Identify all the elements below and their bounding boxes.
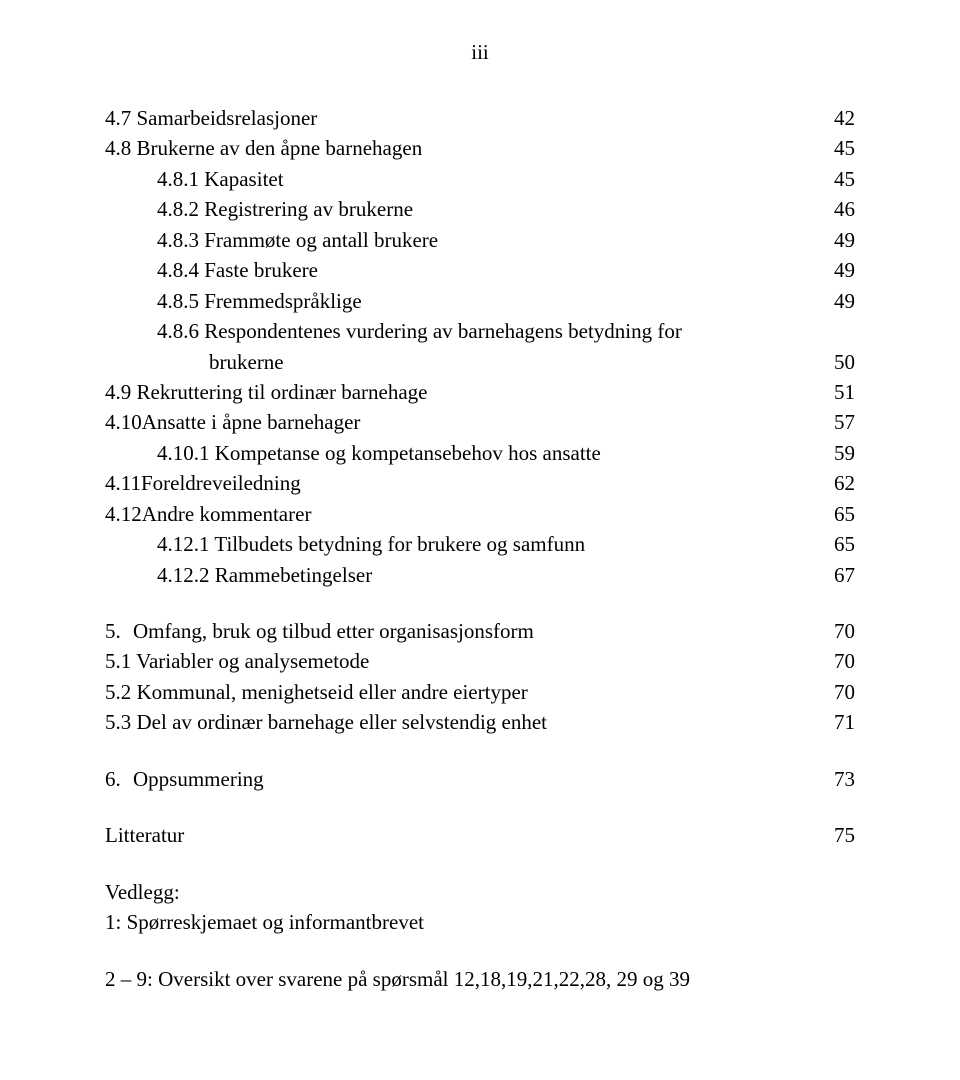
toc-entry-page: 42 bbox=[825, 103, 855, 133]
toc-entries-block: 4.7 Samarbeidsrelasjoner424.8 Brukerne a… bbox=[105, 103, 855, 590]
toc-entry-label: 4.11Foreldreveiledning bbox=[105, 468, 825, 498]
toc-entry: 4.8.6 Respondentenes vurdering av barneh… bbox=[105, 316, 855, 346]
toc-entry: 5.2 Kommunal, menighetseid eller andre e… bbox=[105, 677, 855, 707]
toc-entry-page: 62 bbox=[825, 468, 855, 498]
toc-entry: 4.12.2 Rammebetingelser67 bbox=[105, 560, 855, 590]
toc-entry: 4.8.2 Registrering av brukerne46 bbox=[105, 194, 855, 224]
table-of-contents: 4.7 Samarbeidsrelasjoner424.8 Brukerne a… bbox=[105, 103, 855, 994]
section-title: Omfang, bruk og tilbud etter organisasjo… bbox=[133, 616, 825, 646]
toc-entry-label: 5.3 Del av ordinær barnehage eller selvs… bbox=[105, 707, 825, 737]
toc-entry: 5.1 Variabler og analysemetode70 bbox=[105, 646, 855, 676]
vedlegg-heading: Vedlegg: bbox=[105, 877, 855, 907]
toc-entry-label: 5.2 Kommunal, menighetseid eller andre e… bbox=[105, 677, 825, 707]
toc-entry: 5.3 Del av ordinær barnehage eller selvs… bbox=[105, 707, 855, 737]
toc-entry: 4.7 Samarbeidsrelasjoner42 bbox=[105, 103, 855, 133]
toc-entry-page: 51 bbox=[825, 377, 855, 407]
toc-entry-page: 49 bbox=[825, 255, 855, 285]
toc-entry-page: 59 bbox=[825, 438, 855, 468]
toc-entry-page: 70 bbox=[825, 646, 855, 676]
toc-entry-page: 71 bbox=[825, 707, 855, 737]
toc-entry-wrap: brukerne50 bbox=[105, 347, 855, 377]
toc-entry-page: 50 bbox=[825, 347, 855, 377]
toc-entry: 4.8.3 Frammøte og antall brukere49 bbox=[105, 225, 855, 255]
toc-entry-label: 4.8 Brukerne av den åpne barnehagen bbox=[105, 133, 825, 163]
section-title: Oppsummering bbox=[133, 764, 825, 794]
toc-entry-label: Litteratur bbox=[105, 820, 825, 850]
document-page: iii 4.7 Samarbeidsrelasjoner424.8 Bruker… bbox=[0, 0, 960, 1034]
toc-entry-page: 65 bbox=[825, 499, 855, 529]
toc-entry-page: 46 bbox=[825, 194, 855, 224]
toc-entry-page: 70 bbox=[825, 677, 855, 707]
toc-entry-label: 4.12Andre kommentarer bbox=[105, 499, 825, 529]
toc-entry: 4.10Ansatte i åpne barnehager57 bbox=[105, 407, 855, 437]
toc-entry-label: 4.12.1 Tilbudets betydning for brukere o… bbox=[157, 529, 825, 559]
toc-entry-page: 67 bbox=[825, 560, 855, 590]
toc-entry-label: 4.7 Samarbeidsrelasjoner bbox=[105, 103, 825, 133]
toc-entry-page: 45 bbox=[825, 164, 855, 194]
vedlegg-line: 1: Spørreskjemaet og informantbrevet bbox=[105, 907, 855, 937]
section-number: 6. bbox=[105, 764, 133, 794]
section-number: 5. bbox=[105, 616, 133, 646]
page-number: iii bbox=[105, 40, 855, 65]
toc-entry: 4.10.1 Kompetanse og kompetansebehov hos… bbox=[105, 438, 855, 468]
toc-section-6: 6. Oppsummering 73 bbox=[105, 764, 855, 794]
toc-entry-page: 65 bbox=[825, 529, 855, 559]
toc-entry: 4.8 Brukerne av den åpne barnehagen45 bbox=[105, 133, 855, 163]
toc-entry-page: 49 bbox=[825, 286, 855, 316]
toc-entry-page: 57 bbox=[825, 407, 855, 437]
toc-entry-label: 4.12.2 Rammebetingelser bbox=[157, 560, 825, 590]
toc-entry: 4.8.4 Faste brukere49 bbox=[105, 255, 855, 285]
toc-entry-label: 5.1 Variabler og analysemetode bbox=[105, 646, 825, 676]
toc-entry-label: 4.8.3 Frammøte og antall brukere bbox=[157, 225, 825, 255]
toc-entry-label: 4.8.5 Fremmedspråklige bbox=[157, 286, 825, 316]
toc-section-5-items: 5.1 Variabler og analysemetode705.2 Komm… bbox=[105, 646, 855, 737]
toc-entry-label: 4.8.1 Kapasitet bbox=[157, 164, 825, 194]
section-page: 70 bbox=[825, 616, 855, 646]
toc-section-5: 5. Omfang, bruk og tilbud etter organisa… bbox=[105, 616, 855, 646]
toc-entry-label: 4.8.4 Faste brukere bbox=[157, 255, 825, 285]
toc-entry-label: 4.8.6 Respondentenes vurdering av barneh… bbox=[157, 316, 855, 346]
toc-entry: 4.9 Rekruttering til ordinær barnehage51 bbox=[105, 377, 855, 407]
toc-entry-label: 4.8.2 Registrering av brukerne bbox=[157, 194, 825, 224]
toc-entry-page: 75 bbox=[825, 820, 855, 850]
toc-entry-label: 4.10.1 Kompetanse og kompetansebehov hos… bbox=[157, 438, 825, 468]
toc-entry-label: 4.9 Rekruttering til ordinær barnehage bbox=[105, 377, 825, 407]
toc-entry-page: 49 bbox=[825, 225, 855, 255]
toc-literature: Litteratur 75 bbox=[105, 820, 855, 850]
toc-entry-label: brukerne bbox=[157, 347, 825, 377]
toc-entry-page: 45 bbox=[825, 133, 855, 163]
toc-entry: 4.12.1 Tilbudets betydning for brukere o… bbox=[105, 529, 855, 559]
section-page: 73 bbox=[825, 764, 855, 794]
toc-entry: 4.12Andre kommentarer65 bbox=[105, 499, 855, 529]
toc-entry: 4.8.1 Kapasitet45 bbox=[105, 164, 855, 194]
toc-entry-label: 4.10Ansatte i åpne barnehager bbox=[105, 407, 825, 437]
toc-entry: 4.11Foreldreveiledning62 bbox=[105, 468, 855, 498]
vedlegg-line: 2 – 9: Oversikt over svarene på spørsmål… bbox=[105, 964, 855, 994]
toc-entry: 4.8.5 Fremmedspråklige49 bbox=[105, 286, 855, 316]
